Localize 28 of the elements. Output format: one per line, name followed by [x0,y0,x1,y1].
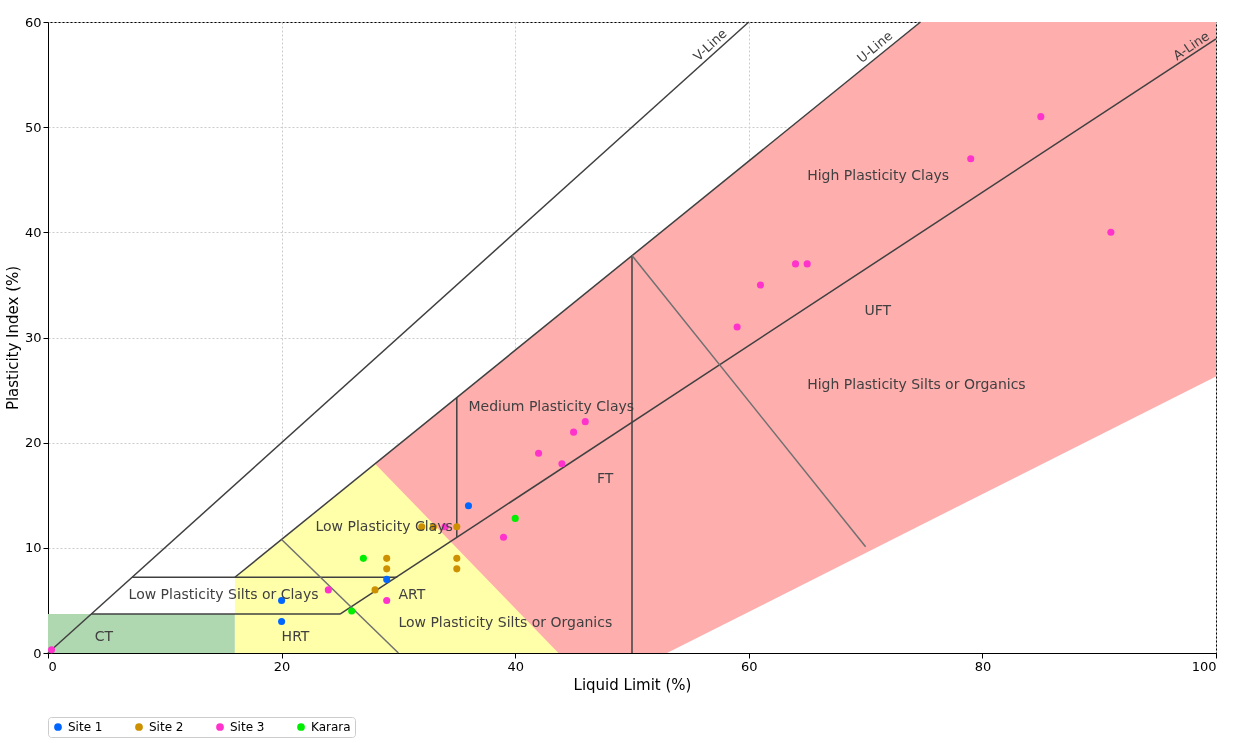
x-tick-label: 40 [507,658,524,674]
x-tick-label: 60 [741,658,758,674]
annotation: High Plasticity Clays [807,166,950,183]
annotation: Low Plasticity Silts or Organics [398,613,613,630]
x-tick-label: 100 [1191,658,1217,674]
annotation: Low Plasticity Silts or Clays [128,586,319,603]
y-tick-label: 10 [24,540,42,556]
x-tick-label: 80 [974,658,992,674]
annotation: CT [94,628,114,645]
annotation: UFT [864,302,892,319]
y-tick-label: 50 [24,119,42,135]
y-tick-label: 40 [24,224,42,240]
x-axis-title: Liquid Limit (%) [573,675,692,694]
y-tick-label: 60 [24,14,42,30]
annotation: HRT [281,628,310,645]
legend-label: Site 3 [230,720,265,734]
legend-label: Site 2 [149,720,184,734]
annotation: ART [398,586,426,603]
y-tick-label: 20 [24,435,42,451]
y-tick-label: 30 [24,330,42,345]
legend-label: Karara [311,720,351,734]
annotation: High Plasticity Silts or Organics [807,375,1026,392]
y-axis-title: Plasticity Index (%) [3,265,22,411]
x-tick-label: 0 [48,658,57,674]
x-tick-label: 20 [273,658,291,674]
annotation: FT [596,470,614,487]
legend-label: Site 1 [68,720,103,734]
y-tick-label: 0 [33,645,42,661]
